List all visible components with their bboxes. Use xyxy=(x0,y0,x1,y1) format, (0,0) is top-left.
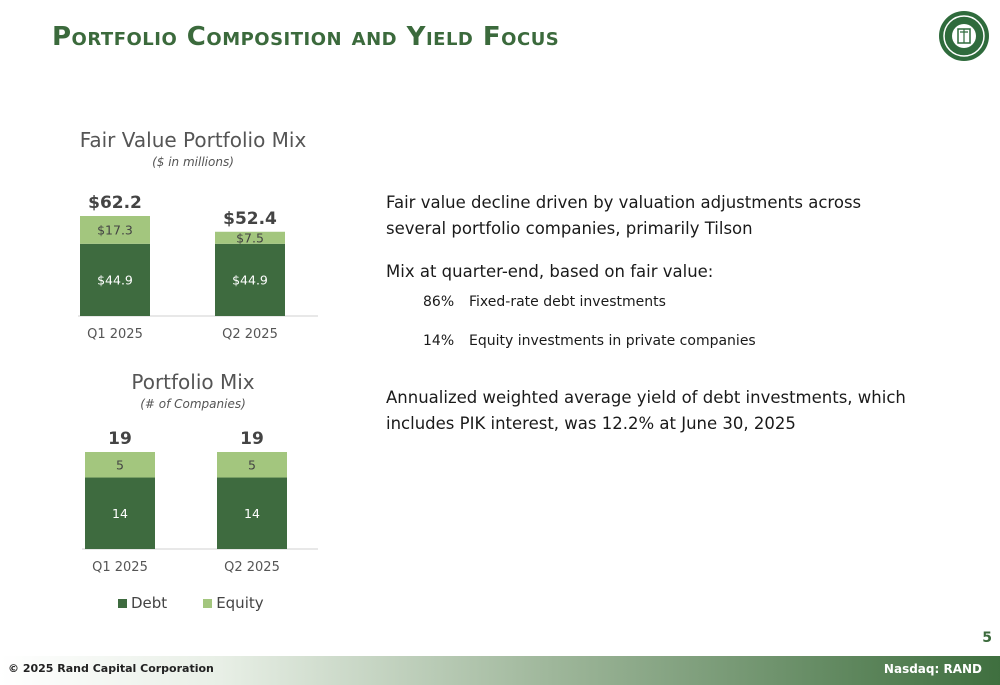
bar-debt xyxy=(80,243,150,316)
bar-debt xyxy=(217,477,287,549)
bullet-label: Equity investments in private companies xyxy=(469,333,756,349)
fair-value-chart: Fair Value Portfolio Mix ($ in millions)… xyxy=(68,128,318,348)
legend-label-equity: Equity xyxy=(216,594,264,612)
bar-equity xyxy=(80,216,150,244)
bar-equity xyxy=(217,452,287,478)
legend-swatch-equity xyxy=(203,598,213,608)
bullet-row-equity: 14% Equity investments in private compan… xyxy=(423,333,756,349)
bar-debt xyxy=(215,243,285,316)
data-label-debt: 14 xyxy=(112,506,128,521)
data-label-equity: $17.3 xyxy=(97,222,133,237)
bar-debt xyxy=(85,477,155,549)
category-tick-label: Q1 2025 xyxy=(87,327,143,342)
data-label-debt: $44.9 xyxy=(232,272,268,287)
fair-value-chart-title: Fair Value Portfolio Mix xyxy=(79,128,307,152)
portfolio-mix-chart-subtitle: (# of Companies) xyxy=(140,397,246,411)
category-tick-label: Q2 2025 xyxy=(224,560,280,575)
portfolio-mix-chart-plot: 14 5 19 Q1 2025 14 5 19 Q2 2025 xyxy=(82,429,318,575)
chart-legend: Debt Equity xyxy=(118,594,264,612)
bullet-pct: 14% xyxy=(423,333,455,349)
data-label-equity: $7.5 xyxy=(236,230,264,245)
total-label: $62.2 xyxy=(88,193,142,213)
data-label-debt: 14 xyxy=(244,506,260,521)
category-tick-label: Q2 2025 xyxy=(222,327,278,342)
data-label-equity: 5 xyxy=(248,457,256,472)
total-label: 19 xyxy=(240,429,264,449)
data-label-debt: $44.9 xyxy=(97,272,133,287)
bar-equity xyxy=(215,231,285,244)
total-label: $52.4 xyxy=(223,209,277,229)
footer-bar: © 2025 Rand Capital Corporation Nasdaq: … xyxy=(0,656,1000,685)
legend-item-debt: Debt xyxy=(118,594,167,612)
bullet-label: Fixed-rate debt investments xyxy=(469,294,666,310)
fair-value-chart-plot: $44.9 $17.3 $62.2 Q1 2025 $44.9 $7.5$52.4 Q2 2… xyxy=(78,193,318,342)
data-label-equity: 5 xyxy=(116,457,124,472)
total-label: 19 xyxy=(108,429,132,449)
legend-label-debt: Debt xyxy=(131,594,168,612)
page-number: 5 xyxy=(982,630,992,646)
bullet-row-debt: 86% Fixed-rate debt investments xyxy=(423,294,666,310)
page-title: Portfolio Composition and Yield Focus xyxy=(52,22,560,52)
bar-equity xyxy=(85,452,155,478)
legend-item-equity: Equity xyxy=(203,594,264,612)
fair-value-chart-subtitle: ($ in millions) xyxy=(152,155,234,169)
commentary-paragraph-3: Annualized weighted average yield of deb… xyxy=(386,388,906,433)
portfolio-mix-chart: Portfolio Mix (# of Companies) 14 5 19 Q1 2… xyxy=(68,370,318,585)
portfolio-mix-chart-title: Portfolio Mix xyxy=(131,370,255,394)
footer-copyright: © 2025 Rand Capital Corporation xyxy=(8,662,214,675)
company-logo xyxy=(939,11,989,61)
category-tick-label: Q1 2025 xyxy=(92,560,148,575)
bullet-pct: 86% xyxy=(423,294,455,310)
commentary-paragraph-2: Mix at quarter-end, based on fair value: xyxy=(386,262,714,281)
footer-ticker: Nasdaq: RAND xyxy=(883,662,982,676)
commentary-paragraph-1: Fair value decline driven by valuation a… xyxy=(386,193,862,238)
legend-swatch-debt xyxy=(118,598,127,608)
